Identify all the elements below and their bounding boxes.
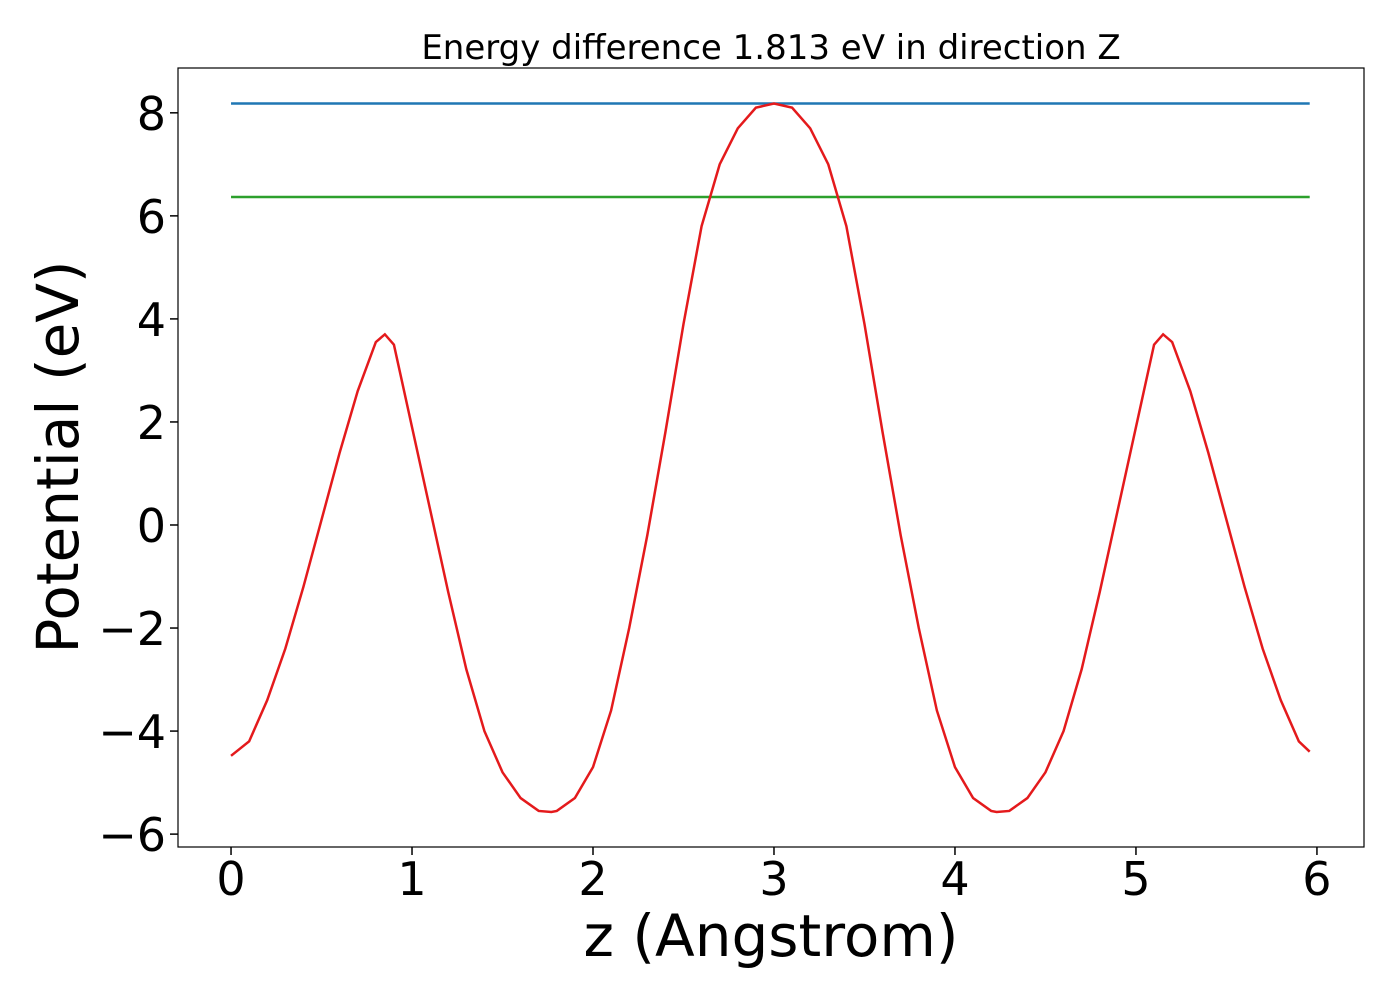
y-tick-label: 4 — [137, 293, 166, 347]
y-tick-label: −2 — [98, 602, 166, 656]
y-tick-label: 2 — [137, 396, 166, 450]
x-tick-label: 1 — [397, 852, 426, 906]
x-tick-label: 0 — [216, 852, 245, 906]
x-tick-label: 2 — [578, 852, 607, 906]
y-tick-label: 6 — [137, 190, 166, 244]
x-tick-label: 5 — [1121, 852, 1150, 906]
chart-title: Energy difference 1.813 eV in direction … — [421, 28, 1120, 68]
x-tick-label: 3 — [759, 852, 788, 906]
plot-frame — [177, 67, 1365, 848]
x-axis-label: z (Angstrom) — [584, 902, 959, 970]
y-axis-label: Potential (eV) — [24, 260, 92, 653]
y-tick-label: 0 — [137, 499, 166, 553]
x-tick-label: 6 — [1302, 852, 1331, 906]
y-tick-label: −4 — [98, 705, 166, 759]
y-tick-label: −6 — [98, 808, 166, 862]
y-tick-label: 8 — [137, 87, 166, 141]
series-line — [230, 102, 1311, 814]
x-tick-label: 4 — [940, 852, 969, 906]
